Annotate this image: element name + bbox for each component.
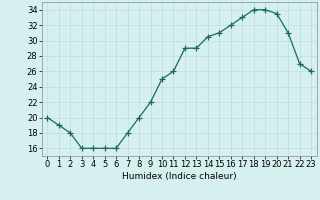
- X-axis label: Humidex (Indice chaleur): Humidex (Indice chaleur): [122, 172, 236, 181]
